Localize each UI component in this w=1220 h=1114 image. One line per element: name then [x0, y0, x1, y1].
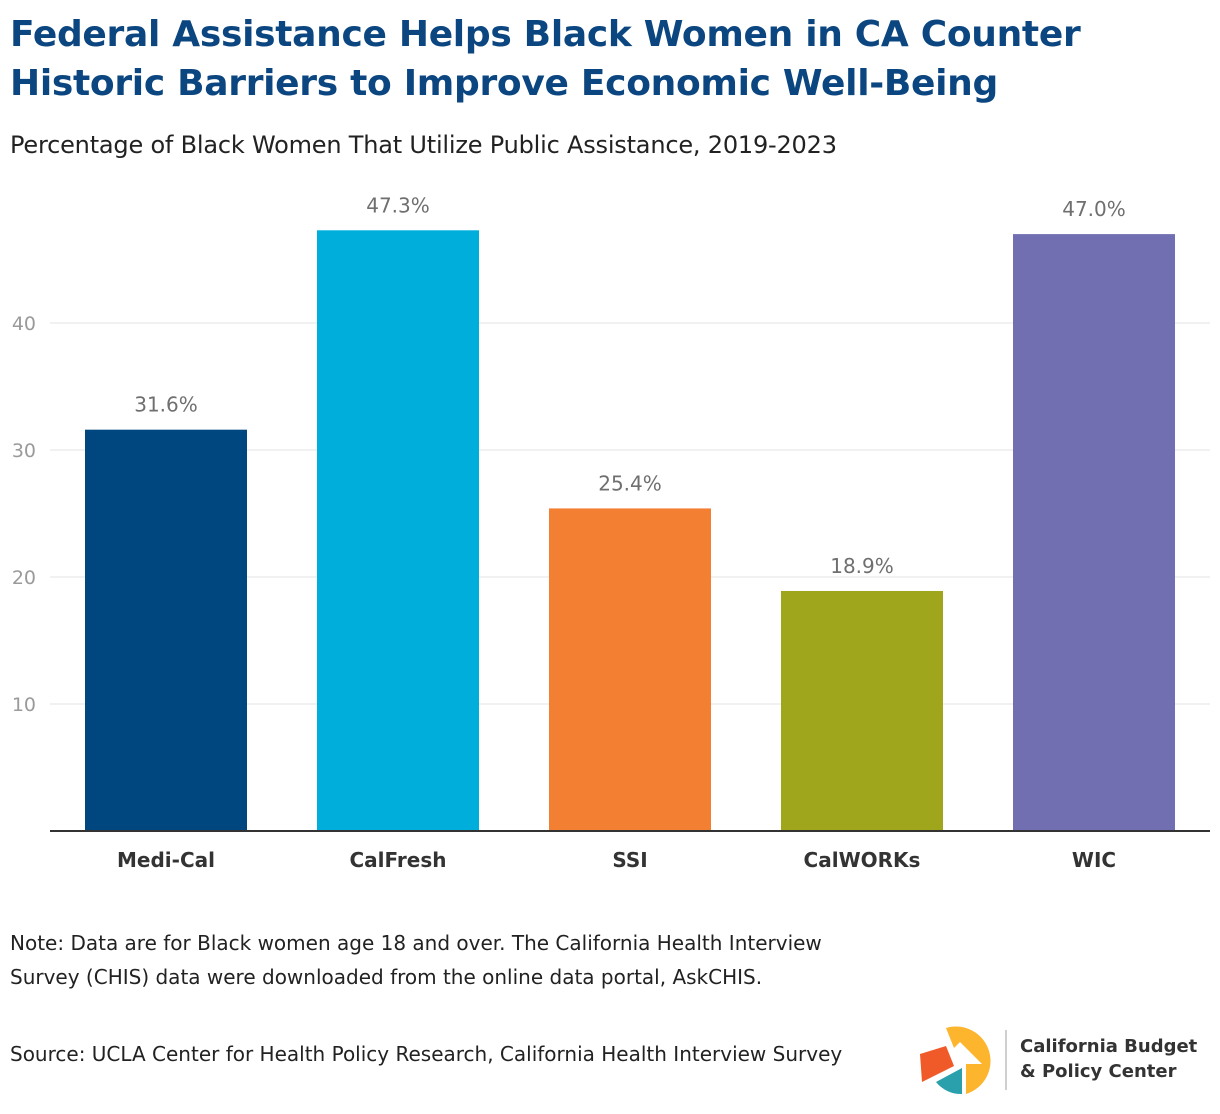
bar-calfresh — [317, 230, 479, 831]
logo-teal-shape — [936, 1068, 962, 1095]
logo-divider — [1005, 1030, 1007, 1090]
logo-mark-icon — [920, 1026, 991, 1095]
data-label-calworks: 18.9% — [830, 554, 894, 578]
logo-line-2: & Policy Center — [1020, 1061, 1177, 1082]
logo-yellow-shape — [946, 1026, 991, 1094]
bar-medi-cal — [85, 429, 247, 831]
logo-line-1: California Budget — [1020, 1036, 1198, 1057]
x-tick-label-wic: WIC — [1072, 848, 1116, 872]
x-tick-label-medi-cal: Medi-Cal — [117, 848, 215, 872]
y-tick-label-10: 10 — [12, 694, 36, 716]
chart-note: Note: Data are for Black women age 18 an… — [10, 931, 822, 989]
logo-text: California Budget & Policy Center — [1020, 1034, 1197, 1084]
bar-chart: 10 20 30 40 31.6% Medi-Cal 47.3% CalFresh 25.4% S… — [12, 193, 1210, 872]
data-label-wic: 47.0% — [1062, 197, 1126, 221]
bar-calworks — [781, 590, 943, 831]
chart-title: Federal Assistance Helps Black Women in … — [10, 14, 1081, 104]
data-label-medi-cal: 31.6% — [134, 393, 198, 417]
data-label-calfresh: 47.3% — [366, 193, 430, 217]
organization-logo: California Budget & Policy Center — [916, 1020, 1206, 1100]
x-tick-label-calworks: CalWORKs — [804, 848, 921, 872]
y-tick-label-40: 40 — [12, 313, 36, 335]
y-tick-label-30: 30 — [12, 440, 36, 462]
chart-subtitle: Percentage of Black Women That Utilize P… — [10, 131, 837, 159]
logo-orange-shape — [920, 1046, 954, 1082]
bar-wic — [1013, 234, 1175, 832]
x-tick-label-ssi: SSI — [612, 848, 647, 872]
bar-ssi — [549, 508, 711, 831]
y-tick-label-20: 20 — [12, 567, 36, 589]
chart-source: Source: UCLA Center for Health Policy Re… — [10, 1042, 843, 1066]
x-tick-label-calfresh: CalFresh — [350, 848, 447, 872]
data-label-ssi: 25.4% — [598, 471, 662, 495]
